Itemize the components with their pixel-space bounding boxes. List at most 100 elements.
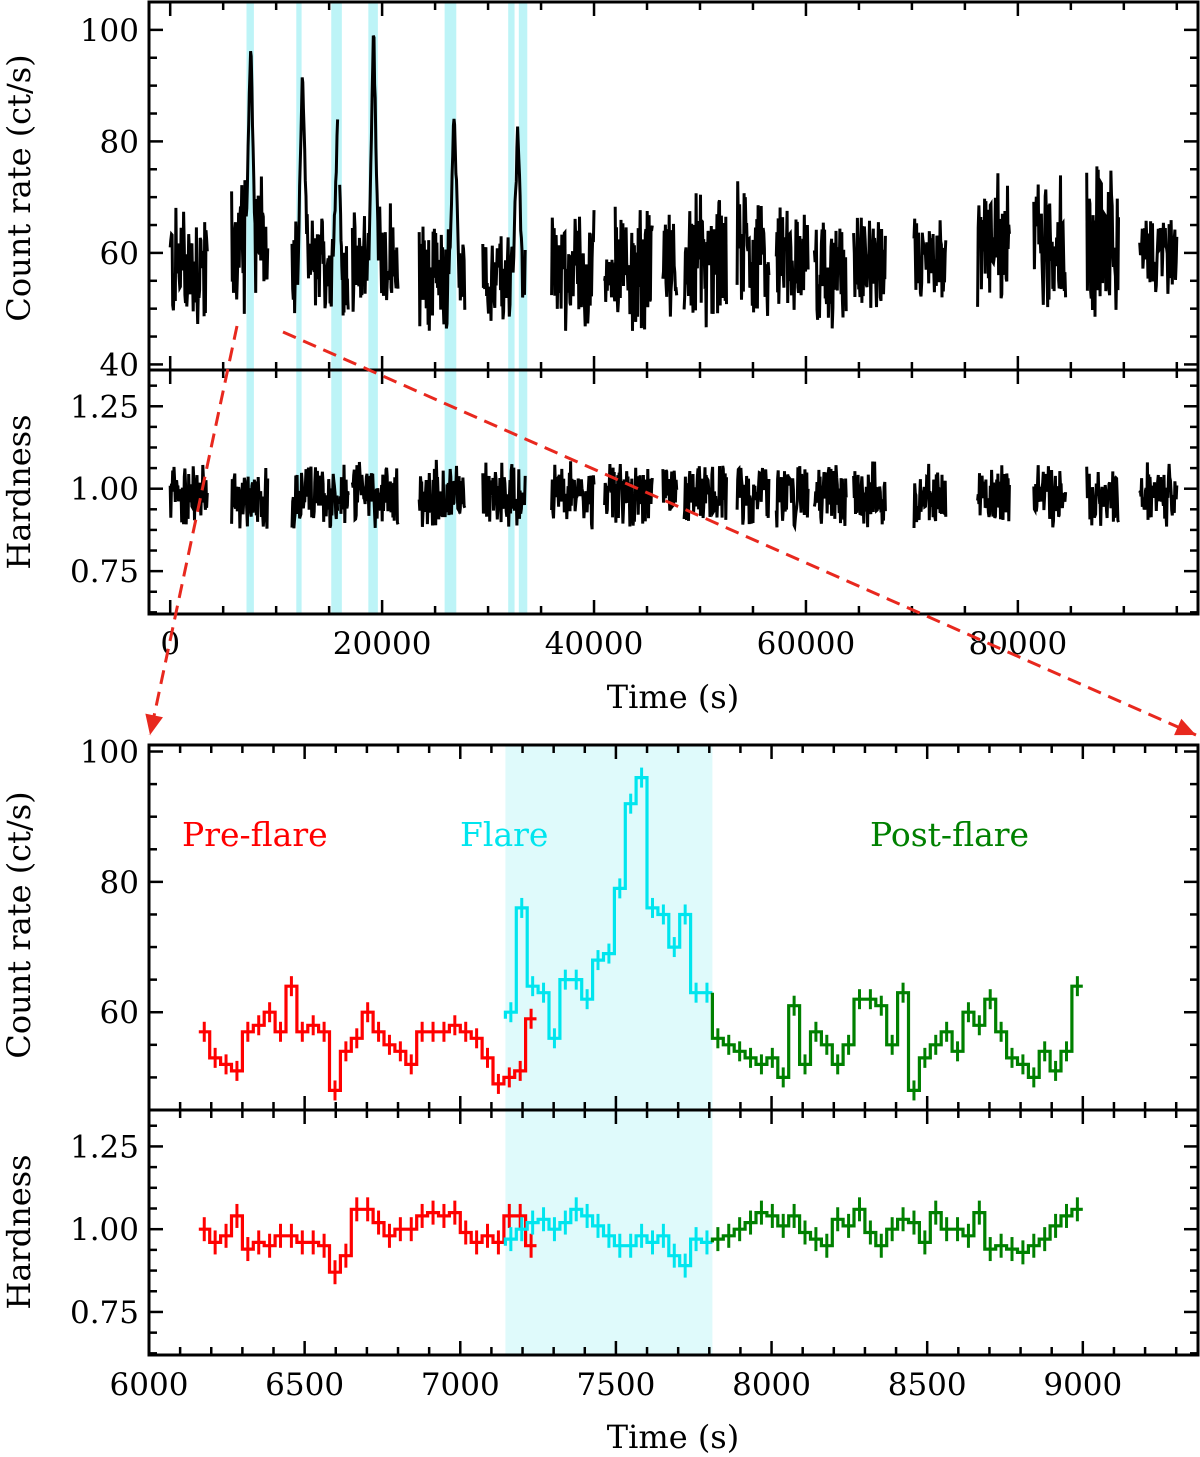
count-rate-segment-13 — [735, 181, 771, 316]
bottom-count-rate-ylabel: Count rate (ct/s) — [0, 791, 38, 1058]
hardness-segment-3 — [290, 466, 340, 529]
bottom-xtick-label: 6500 — [265, 1367, 344, 1403]
flare-window-shading — [505, 745, 713, 1355]
count-rate-segment-12 — [682, 193, 728, 328]
hardness-segment-1 — [168, 464, 209, 525]
bottom-xtick-label: 6000 — [110, 1367, 189, 1403]
top-xtick-label: 20000 — [333, 626, 432, 662]
count-rate-step-pre-flare — [198, 984, 537, 1092]
pre-flare-label: Pre-flare — [182, 815, 328, 854]
top-xtick-label: 0 — [160, 626, 180, 662]
zoom-light-curve-data — [198, 767, 1083, 1285]
count-rate-segment-8 — [550, 210, 596, 331]
count-rate-segment-17 — [912, 218, 948, 298]
count-rate-segment-2 — [230, 51, 270, 314]
hardness-segment-20 — [1085, 466, 1120, 526]
top-hardness-ytick-label: 0.75 — [70, 554, 139, 590]
hardness-segment-15 — [812, 465, 848, 526]
hardness-segment-11 — [661, 469, 679, 511]
count-rate-segment-15 — [812, 222, 848, 329]
top-count-rate-ytick-label: 40 — [100, 347, 139, 383]
bottom-hardness-frame — [147, 1108, 1200, 1357]
hardness-segment-17 — [912, 463, 948, 529]
count-rate-step-flare — [503, 776, 713, 1040]
bottom-xtick-label: 9000 — [1043, 1367, 1122, 1403]
top-count-rate-ytick-label: 80 — [100, 124, 139, 160]
hardness-step-pre-flare — [198, 1207, 537, 1274]
flare-interval-1 — [246, 2, 254, 614]
top-hardness-frame — [147, 368, 1200, 616]
count-rate-segment-7 — [481, 126, 527, 321]
hardness-step-post-flare — [710, 1207, 1083, 1254]
bottom-hardness-ytick-label: 1.00 — [70, 1212, 139, 1248]
count-rate-segment-1 — [168, 207, 209, 325]
zoom-arrow-left — [148, 325, 239, 736]
count-rate-step-post-flare — [710, 984, 1083, 1092]
hardness-segment-18 — [976, 465, 1011, 522]
flare-interval-7 — [518, 2, 528, 614]
bottom-hardness-ytick-label: 0.75 — [70, 1295, 139, 1331]
bottom-xtick-label: 8000 — [732, 1367, 811, 1403]
bottom-count-rate-ytick-label: 100 — [80, 735, 139, 771]
bottom-hardness-ylabel: Hardness — [0, 1154, 38, 1309]
hardness-segment-9 — [603, 464, 617, 518]
hardness-segment-5 — [350, 461, 400, 528]
hardness-segment-12 — [682, 465, 728, 521]
count-rate-segment-14 — [774, 207, 810, 310]
count-rate-segment-3 — [290, 77, 340, 314]
bottom-hardness-ytick-label: 1.25 — [70, 1129, 139, 1165]
flare-interval-6 — [508, 2, 515, 614]
hardness-segment-6 — [417, 459, 467, 527]
axis-ticks: 40 60 80 100 0.75 1.00 1.25 60 80 100 0.75 1.00 1.25… — [70, 0, 1198, 1403]
hardness-segment-7 — [481, 462, 527, 527]
hardness-segment-4 — [338, 464, 350, 524]
count-rate-segment-11 — [661, 214, 679, 317]
count-rate-segment-16 — [852, 217, 887, 308]
count-rate-segment-18 — [976, 173, 1011, 307]
hardness-segment-2 — [230, 467, 270, 529]
zoom-arrow-right-head — [1174, 718, 1196, 736]
count-rate-segment-9 — [603, 259, 617, 302]
count-rate-segment-10 — [613, 206, 654, 331]
zoom-arrow-left-head — [145, 713, 163, 735]
top-hardness-ytick-label: 1.00 — [70, 472, 139, 508]
count-rate-segment-19 — [1032, 175, 1068, 308]
flare-label: Flare — [460, 815, 548, 854]
count-rate-segment-20 — [1085, 166, 1120, 317]
zoom-arrow-right — [282, 330, 1197, 737]
top-count-rate-ytick-label: 60 — [100, 236, 139, 272]
bottom-count-rate-ytick-label: 80 — [100, 865, 139, 901]
bottom-count-rate-ytick-label: 60 — [100, 995, 139, 1031]
hardness-step-flare — [503, 1207, 713, 1268]
top-count-rate-ytick-label: 100 — [80, 13, 139, 49]
hardness-segment-16 — [852, 461, 887, 528]
hardness-segment-19 — [1032, 465, 1068, 528]
count-rate-segment-6 — [417, 118, 467, 331]
post-flare-label: Post-flare — [870, 815, 1029, 854]
top-time-xlabel: Time (s) — [607, 678, 739, 716]
bottom-xtick-label: 7500 — [576, 1367, 655, 1403]
flare-interval-shading — [246, 2, 528, 614]
flare-interval-4 — [368, 2, 378, 614]
flare-interval-3 — [331, 2, 342, 614]
count-rate-segment-21 — [1138, 220, 1179, 294]
top-count-rate-ylabel: Count rate (ct/s) — [0, 54, 38, 321]
hardness-segment-10 — [613, 464, 654, 527]
axes-frames — [147, 0, 1200, 1357]
top-xtick-label: 60000 — [757, 626, 856, 662]
hardness-segment-14 — [774, 465, 810, 533]
hardness-segment-8 — [550, 461, 596, 530]
bottom-time-xlabel: Time (s) — [607, 1418, 739, 1456]
zoom-arrows — [145, 325, 1197, 737]
flare-interval-5 — [444, 2, 457, 614]
count-rate-segment-4 — [338, 184, 350, 316]
top-hardness-ylabel: Hardness — [0, 414, 38, 569]
count-rate-segment-5 — [350, 35, 400, 312]
top-light-curve-data — [168, 35, 1179, 533]
bottom-xtick-label: 8500 — [888, 1367, 967, 1403]
top-hardness-ytick-label: 1.25 — [70, 389, 139, 425]
flare-interval-2 — [296, 2, 302, 614]
top-xtick-label: 40000 — [545, 626, 644, 662]
hardness-segment-13 — [735, 464, 771, 525]
